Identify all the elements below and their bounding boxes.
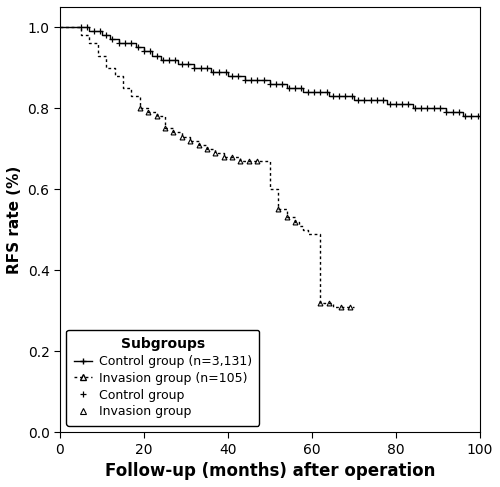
Y-axis label: RFS rate (%): RFS rate (%): [7, 166, 22, 274]
X-axis label: Follow-up (months) after operation: Follow-up (months) after operation: [104, 462, 435, 480]
Legend: Control group (n=3,131), Invasion group (n=105), Control group, Invasion group: Control group (n=3,131), Invasion group …: [66, 330, 260, 426]
